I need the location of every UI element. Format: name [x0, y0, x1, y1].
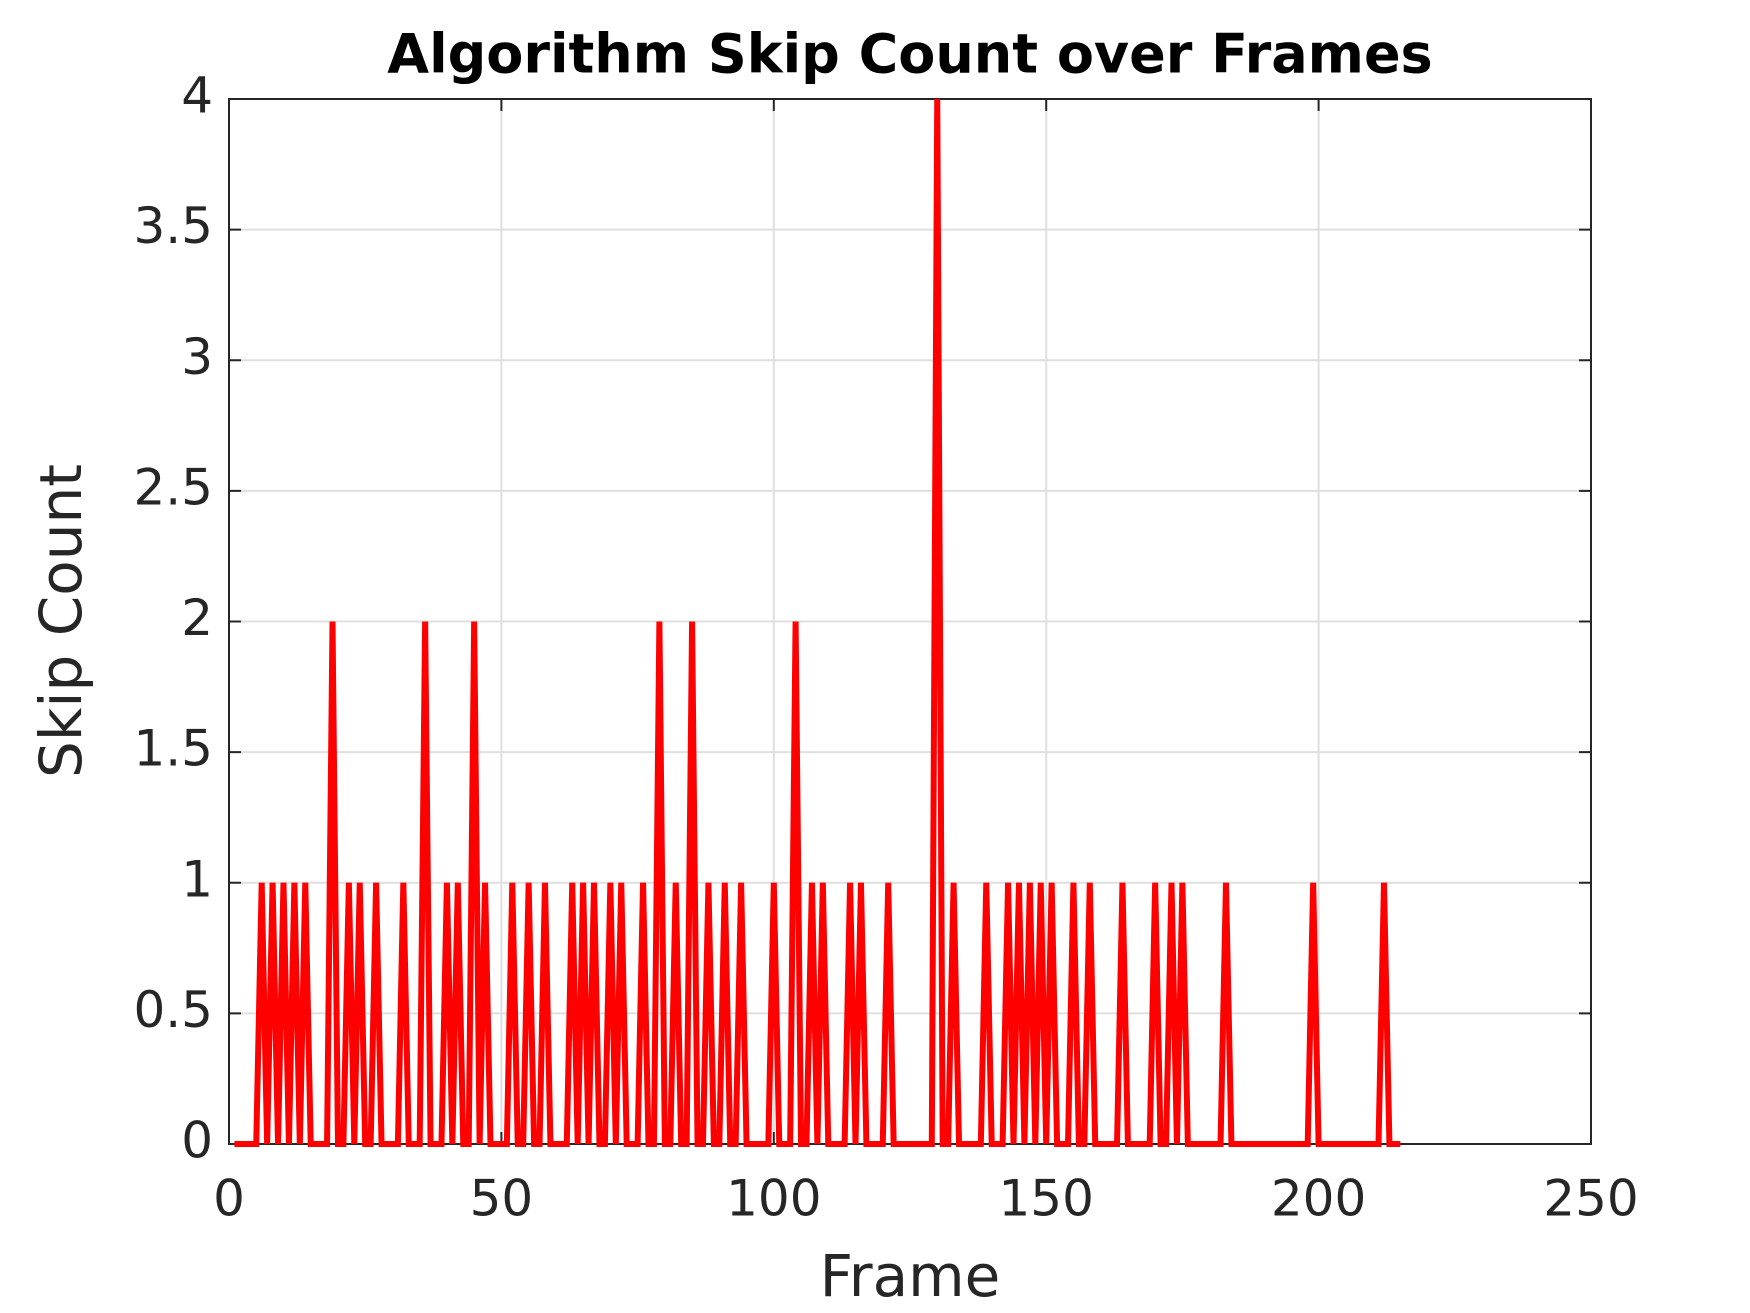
chart-title: Algorithm Skip Count over Frames: [387, 23, 1432, 86]
y-axis-label: Skip Count: [27, 464, 95, 778]
y-tick-label: 1.5: [133, 720, 213, 778]
x-tick-label: 250: [1543, 1170, 1638, 1228]
y-tick-label: 0: [181, 1112, 213, 1170]
x-tick-label: 200: [1271, 1170, 1366, 1228]
y-tick-label: 1: [181, 850, 213, 908]
y-tick-label: 3: [181, 328, 213, 386]
x-tick-label: 150: [998, 1170, 1093, 1228]
y-tick-label: 2: [181, 589, 213, 647]
y-tick-label: 2.5: [133, 458, 213, 516]
y-tick-label: 0.5: [133, 981, 213, 1039]
x-tick-label: 50: [470, 1170, 534, 1228]
x-tick-label: 100: [726, 1170, 821, 1228]
x-tick-label: 0: [213, 1170, 245, 1228]
y-tick-label: 3.5: [133, 197, 213, 255]
x-axis-label: Frame: [820, 1242, 1001, 1310]
data-line: [234, 98, 1401, 1147]
y-tick-label: 4: [181, 67, 213, 125]
